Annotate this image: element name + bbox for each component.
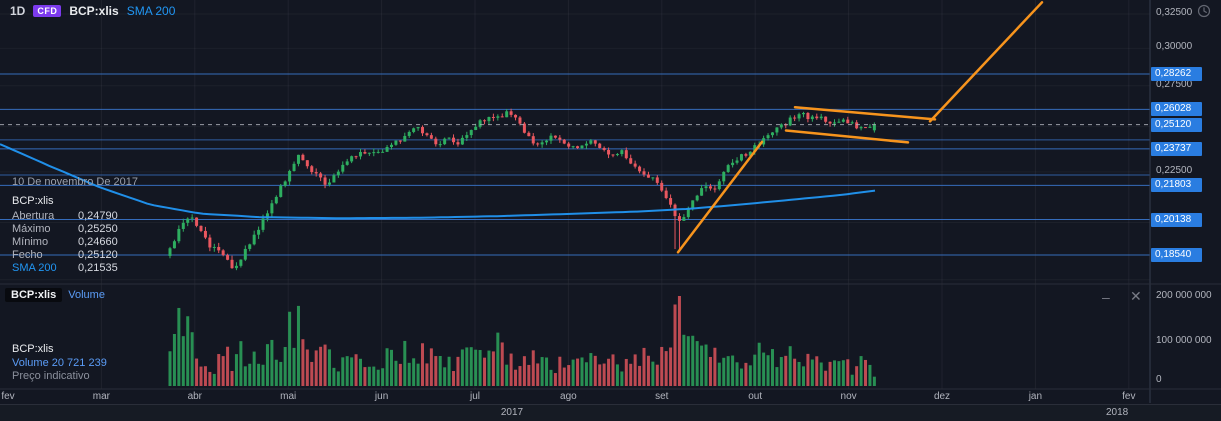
volume-legend-symbol[interactable]: BCP:xlis — [12, 343, 54, 355]
close-label: Fecho — [12, 249, 43, 261]
high-label: Máximo — [12, 223, 51, 235]
flag-lower-line[interactable] — [784, 129, 910, 144]
low-value: 0,24660 — [78, 236, 118, 248]
sma-label: SMA 200 — [12, 262, 57, 274]
volume-legend-note: Preço indicativo — [12, 370, 90, 382]
data-window: 10 De novembro De 2017 BCP:xlis Abertura… — [12, 176, 138, 275]
high-value: 0,25250 — [78, 223, 118, 235]
volume-legend-label: Volume — [12, 356, 49, 369]
close-value: 0,25120 — [78, 249, 118, 261]
sma-indicator-legend[interactable]: SMA 200 — [126, 4, 176, 18]
price-level-lines — [0, 73, 1150, 256]
volume-pane-title[interactable]: Volume — [68, 289, 105, 301]
open-value: 0,24790 — [78, 210, 118, 222]
candlestick-series — [168, 108, 876, 271]
year-label-left: 2017 — [500, 407, 524, 418]
sma-200-line[interactable] — [0, 143, 876, 220]
close-pane-button[interactable]: ✕ — [1130, 288, 1142, 304]
breakout-projection-line[interactable] — [928, 1, 1044, 123]
volume-legend: BCP:xlis Volume 20 721 239 Preço indicat… — [12, 343, 107, 384]
trendline-drawings[interactable] — [676, 1, 1044, 254]
minimize-pane-button[interactable]: – — [1102, 289, 1110, 305]
data-window-date: 10 De novembro De 2017 — [12, 176, 138, 188]
volume-legend-value: 20 721 239 — [51, 356, 107, 369]
low-label: Mínimo — [12, 236, 49, 248]
symbol-legend[interactable]: BCP:xlis — [69, 4, 119, 18]
data-window-symbol: BCP:xlis — [12, 195, 54, 207]
volume-bars — [168, 296, 876, 386]
timeframe-selector[interactable]: 1D — [10, 4, 26, 18]
volume-pane-header: BCP:xlis Volume — [5, 288, 105, 302]
clock-icon[interactable] — [1197, 4, 1211, 23]
year-label-right: 2018 — [1106, 407, 1129, 418]
flag-upper-line[interactable] — [793, 105, 937, 121]
open-label: Abertura — [12, 210, 55, 222]
trend-line-up[interactable] — [676, 140, 764, 254]
cfd-badge: CFD — [33, 5, 62, 17]
chart-legend: 1D CFD BCP:xlis SMA 200 — [10, 4, 175, 18]
sma-value: 0,21535 — [78, 262, 118, 274]
gridlines — [100, 0, 1130, 389]
volume-pane-symbol[interactable]: BCP:xlis — [5, 288, 63, 302]
timeline-strip[interactable]: 2017 2018 — [0, 404, 1221, 421]
